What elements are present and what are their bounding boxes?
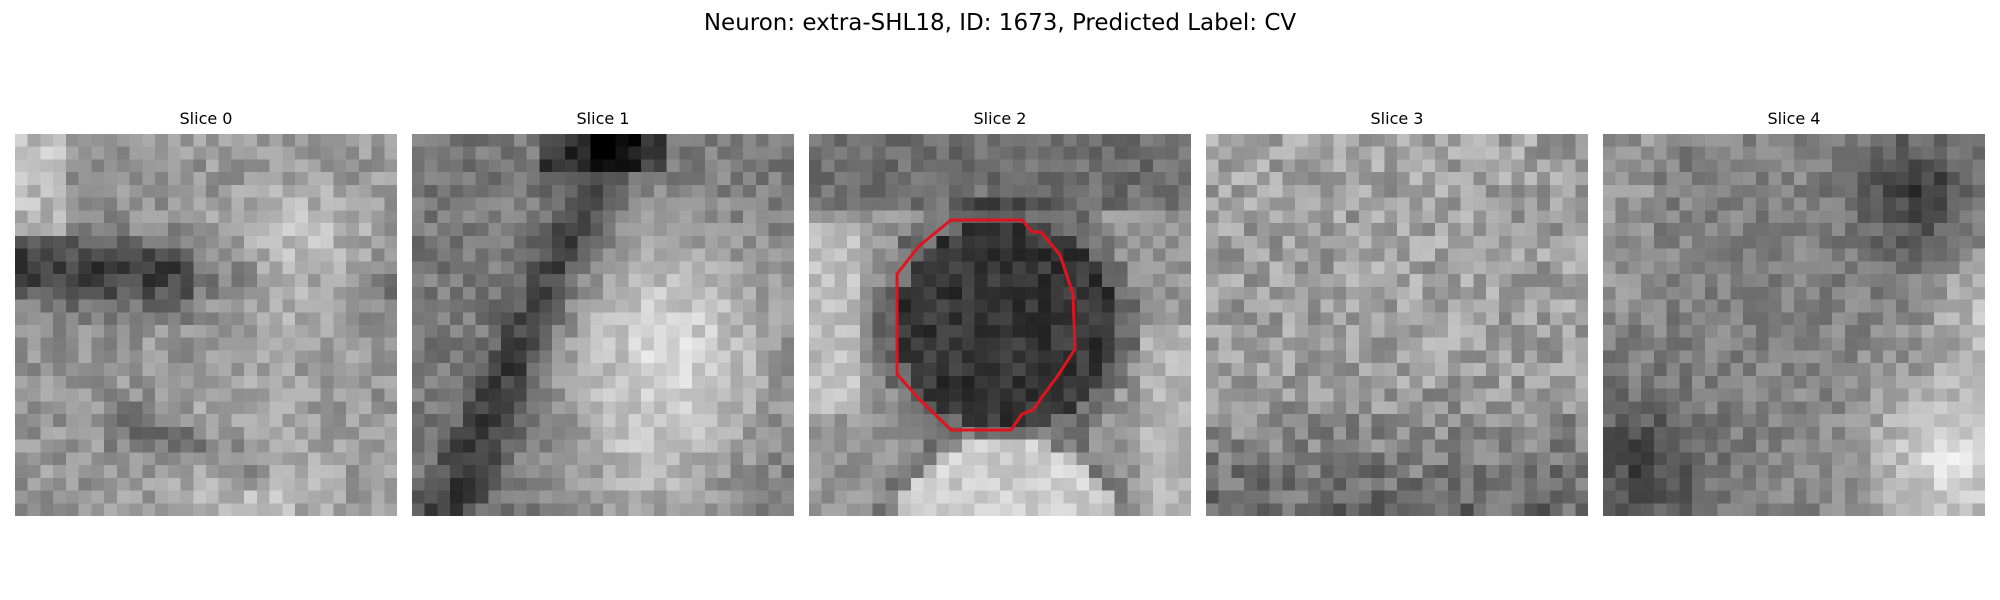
neuron-contour: [895, 218, 1077, 432]
slice-title-2: Slice 2: [973, 109, 1027, 128]
slice-title-4: Slice 4: [1767, 109, 1821, 128]
slice-title-0: Slice 0: [179, 109, 233, 128]
slice-title-3: Slice 3: [1370, 109, 1424, 128]
slice-image-0: [15, 134, 397, 516]
slice-title-1: Slice 1: [576, 109, 630, 128]
figure-title: Neuron: extra-SHL18, ID: 1673, Predicted…: [703, 10, 1297, 36]
neuron-outline: [895, 218, 1077, 432]
slice-image-1: [412, 134, 794, 516]
slice-image-4: [1603, 134, 1985, 516]
slice-image-3: [1206, 134, 1588, 516]
slice-image-2: [809, 134, 1191, 516]
